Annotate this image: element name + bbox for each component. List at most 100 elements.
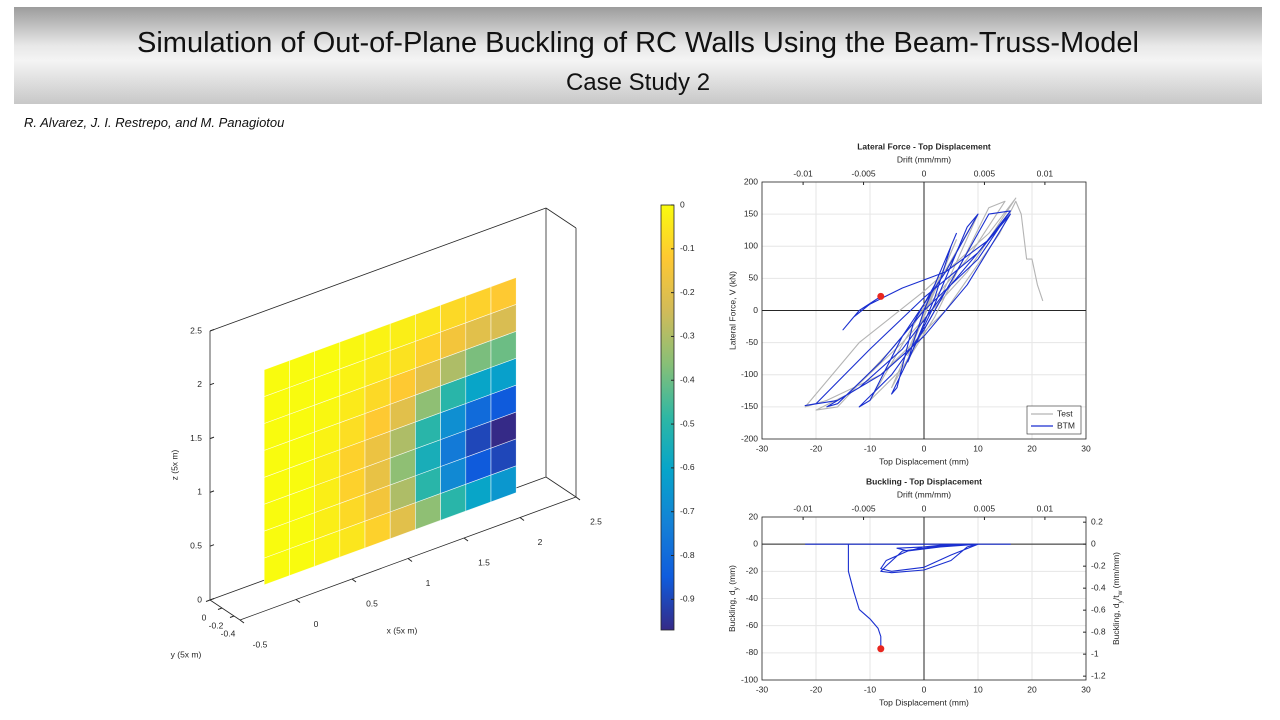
x-tick <box>295 599 301 603</box>
colorbar-tick-label: -0.8 <box>680 550 695 560</box>
y-tick <box>205 599 211 602</box>
y-tick-label: 0 <box>753 538 758 548</box>
y-tick-label: 100 <box>744 241 758 251</box>
x-tick-label: -10 <box>864 443 877 453</box>
x-tick <box>575 496 581 501</box>
x-tick <box>463 537 469 542</box>
y2-tick-label: -0.2 <box>1091 560 1106 570</box>
x2-tick-label: 0 <box>922 503 927 513</box>
x2-tick-label: -0.01 <box>793 503 813 513</box>
y-tick-label: -40 <box>746 593 759 603</box>
y-tick-label: -20 <box>746 566 759 576</box>
authors: R. Alvarez, J. I. Restrepo, and M. Panag… <box>24 115 285 130</box>
y-tick-label: 0 <box>753 305 758 315</box>
banner: Simulation of Out-of-Plane Buckling of R… <box>14 7 1262 104</box>
y-tick-label: -200 <box>741 433 758 443</box>
x-tick-label: 2 <box>538 537 543 547</box>
y-tick-label: -80 <box>746 647 759 657</box>
colorbar-tick-label: 0 <box>680 199 685 209</box>
z-axis-label: z (5x m) <box>169 449 179 480</box>
legend-box <box>1026 405 1082 435</box>
x-tick-label: 20 <box>1027 443 1037 453</box>
colorbar <box>660 204 675 631</box>
title: Simulation of Out-of-Plane Buckling of R… <box>137 27 1139 59</box>
x-tick-label: 0 <box>922 684 927 694</box>
x-tick-label: 10 <box>973 684 983 694</box>
y2-axis-label-part: /t <box>1111 595 1121 600</box>
colorbar-tick-label: -0.6 <box>680 462 695 472</box>
colorbar-tick-label: -0.4 <box>680 375 695 385</box>
y2-axis-label-part: w <box>1117 590 1124 596</box>
x-tick-label: 1.5 <box>478 557 490 567</box>
x2-axis-label: Drift (mm/mm) <box>897 489 951 499</box>
x-axis-label: Top Displacement (mm) <box>879 697 969 707</box>
y-tick-label: 200 <box>744 176 758 186</box>
y2-axis-label-part: y <box>1117 599 1124 603</box>
y-tick-label: 50 <box>749 273 759 283</box>
plot-frame <box>761 516 1087 681</box>
y-tick <box>229 615 235 618</box>
x-tick <box>519 517 525 521</box>
x2-tick-label: -0.005 <box>851 168 875 178</box>
y2-tick-label: 0 <box>1091 538 1096 548</box>
x-tick-label: -20 <box>810 684 823 694</box>
y2-tick-label: -1.2 <box>1091 670 1106 680</box>
box-edge <box>545 476 577 498</box>
y2-axis-label-part: (mm/mm) <box>1111 552 1121 591</box>
chart-title: Lateral Force - Top Displacement <box>857 141 991 151</box>
y-tick-label: -50 <box>746 337 759 347</box>
z-tick <box>209 436 215 440</box>
x-tick-label: -30 <box>756 443 769 453</box>
x-tick-label: 1 <box>426 578 431 588</box>
y2-tick-label: -0.8 <box>1091 626 1106 636</box>
x2-tick-label: 0 <box>922 168 927 178</box>
y-tick-label: -0.4 <box>221 628 236 638</box>
colorbar-tick-label: -0.9 <box>680 594 695 604</box>
y-tick-label: -100 <box>741 674 758 684</box>
z-tick-label: 1.5 <box>190 433 202 443</box>
x-tick-label: -10 <box>864 684 877 694</box>
y-axis-label-part: y <box>733 586 740 590</box>
y-axis-label: Lateral Force, V (kN) <box>727 271 737 350</box>
subtitle: Case Study 2 <box>565 69 711 96</box>
y2-axis-label-part: Buckling, d <box>1111 603 1121 645</box>
x-tick-label: -30 <box>756 684 769 694</box>
plot-frame <box>761 181 1087 440</box>
series-line <box>805 543 1011 649</box>
series-line <box>804 210 1011 408</box>
box-edge <box>545 207 577 229</box>
x2-tick-label: 0.005 <box>974 168 996 178</box>
legend-label: BTM <box>1057 420 1075 430</box>
y2-tick-label: -0.4 <box>1091 582 1106 592</box>
z-tick-label: 2 <box>197 379 202 389</box>
x-tick-label: 0 <box>922 443 927 453</box>
z-tick <box>209 490 215 493</box>
y-tick-label: 0 <box>202 612 207 622</box>
y-axis <box>209 599 241 621</box>
z-tick-label: 2.5 <box>190 325 202 335</box>
x-tick-label: 30 <box>1081 684 1091 694</box>
x-tick-label: -20 <box>810 443 823 453</box>
chart-title: Buckling - Top Displacement <box>866 476 982 486</box>
x-tick <box>407 558 413 562</box>
legend-label: Test <box>1057 408 1073 418</box>
x2-tick-label: 0.005 <box>974 503 996 513</box>
colorbar-tick-label: -0.1 <box>680 243 695 253</box>
x2-tick-label: 0.01 <box>1037 503 1054 513</box>
y-tick-label: -100 <box>741 369 758 379</box>
surface-cell <box>490 277 517 314</box>
z-tick <box>209 329 215 332</box>
z-tick <box>209 544 215 547</box>
x-tick-label: 20 <box>1027 684 1037 694</box>
z-tick-label: 0.5 <box>190 540 202 550</box>
y2-axis-label: Buckling, dy/tw (mm/mm) <box>1111 552 1124 645</box>
colorbar-tick-label: -0.3 <box>680 331 695 341</box>
x2-tick-label: 0.01 <box>1037 168 1054 178</box>
z-tick <box>209 598 215 601</box>
z-tick <box>209 382 215 386</box>
x-tick-label: 0.5 <box>366 598 378 608</box>
y-axis-label: Buckling, dy (mm) <box>727 565 740 632</box>
x-tick <box>351 578 357 583</box>
y-tick-label: -150 <box>741 401 758 411</box>
